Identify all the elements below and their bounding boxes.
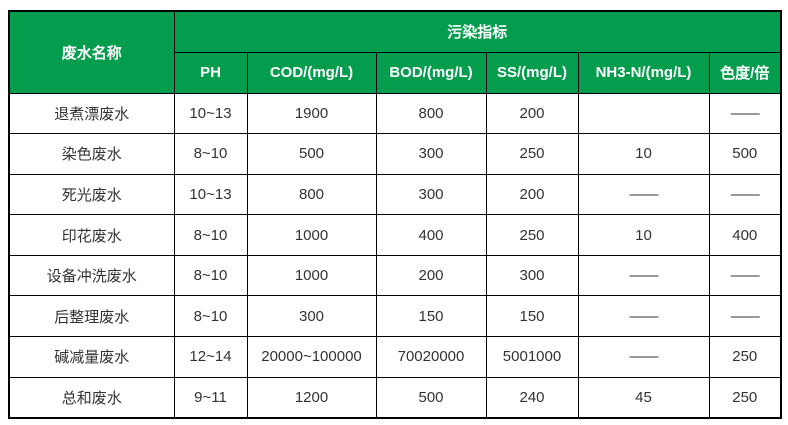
table-cell: 1200 xyxy=(246,376,377,419)
row-header-wastewater-name: 染色废水 xyxy=(8,133,175,175)
table-cell: 45 xyxy=(577,376,710,419)
column-header-nh3n: NH3-N/(mg/L) xyxy=(577,51,710,94)
table-cell: —— xyxy=(577,173,710,216)
table-cell: 200 xyxy=(375,254,487,297)
row-header-wastewater-name: 退煮漂废水 xyxy=(8,92,175,135)
column-header-cod: COD/(mg/L) xyxy=(246,51,377,94)
row-header-wastewater-name: 设备冲洗废水 xyxy=(8,254,175,297)
table-cell: 1000 xyxy=(246,214,377,256)
table-cell: 70020000 xyxy=(375,336,487,378)
table-cell: 150 xyxy=(375,295,487,338)
table-cell: 20000~100000 xyxy=(246,336,377,378)
table-cell: 8~10 xyxy=(173,133,248,175)
table-cell: 250 xyxy=(485,214,579,256)
table-cell: 400 xyxy=(708,214,782,256)
table-cell: —— xyxy=(708,92,782,135)
table-row: 染色废水 8~10 500 300 250 10 500 xyxy=(8,133,782,175)
table-cell: 1900 xyxy=(246,92,377,135)
table-row: 印花废水 8~10 1000 400 250 10 400 xyxy=(8,214,782,256)
table-cell: 200 xyxy=(485,92,579,135)
table-cell: 5001000 xyxy=(485,336,579,378)
table-cell: 10 xyxy=(577,214,710,256)
table-cell: 9~11 xyxy=(173,376,248,419)
table-cell: —— xyxy=(577,336,710,378)
row-header-wastewater-name: 总和废水 xyxy=(8,376,175,419)
row-header-wastewater-name: 碱减量废水 xyxy=(8,336,175,378)
wastewater-indicators-table: 废水名称 污染指标 PH COD/(mg/L) BOD/(mg/L) SS/(m… xyxy=(8,10,783,419)
table-row: 死光废水 10~13 800 300 200 —— —— xyxy=(8,173,782,216)
table-cell: 8~10 xyxy=(173,214,248,256)
table-cell: 1000 xyxy=(246,254,377,297)
table-cell: 12~14 xyxy=(173,336,248,378)
table-cell: —— xyxy=(708,295,782,338)
column-header-row: PH COD/(mg/L) BOD/(mg/L) SS/(mg/L) NH3-N… xyxy=(9,51,782,94)
table-cell: 500 xyxy=(375,376,487,419)
column-header-ph: PH xyxy=(173,51,248,94)
table-cell: 240 xyxy=(485,376,579,419)
table-cell: 10~13 xyxy=(173,173,248,216)
table-cell: 8~10 xyxy=(173,254,248,297)
table-cell: 250 xyxy=(485,133,579,175)
table-cell: —— xyxy=(577,295,710,338)
table-body: 退煮漂废水 10~13 1900 800 200 —— 染色废水 8~10 500 300 250 1… xyxy=(8,92,782,419)
table-row: 退煮漂废水 10~13 1900 800 200 —— xyxy=(8,92,782,135)
corner-header-wastewater-name: 废水名称 xyxy=(8,10,175,94)
group-header-pollution-indicators: 污染指标 xyxy=(173,10,782,53)
table-cell: 150 xyxy=(485,295,579,338)
table-row: 总和废水 9~11 1200 500 240 45 250 xyxy=(8,376,782,419)
group-header-row: 废水名称 污染指标 xyxy=(8,10,782,94)
row-header-wastewater-name: 死光废水 xyxy=(8,173,175,216)
table-cell: 800 xyxy=(375,92,487,135)
column-header-chroma: 色度/倍 xyxy=(708,51,782,94)
table-cell: —— xyxy=(708,254,782,297)
table-cell: 250 xyxy=(708,376,782,419)
table-header: 废水名称 污染指标 PH COD/(mg/L) BOD/(mg/L) SS/(m… xyxy=(8,10,782,94)
table-cell xyxy=(577,92,710,135)
table-cell: 500 xyxy=(708,133,782,175)
table-cell: 8~10 xyxy=(173,295,248,338)
row-header-wastewater-name: 印花废水 xyxy=(8,214,175,256)
row-header-wastewater-name: 后整理废水 xyxy=(8,295,175,338)
table-cell: —— xyxy=(577,254,710,297)
table-cell: 10 xyxy=(577,133,710,175)
table-row: 设备冲洗废水 8~10 1000 200 300 —— —— xyxy=(8,254,782,297)
table-cell: 200 xyxy=(485,173,579,216)
table-cell: 250 xyxy=(708,336,782,378)
table-cell: 300 xyxy=(375,133,487,175)
table-row: 后整理废水 8~10 300 150 150 —— —— xyxy=(8,295,782,338)
column-header-bod: BOD/(mg/L) xyxy=(375,51,487,94)
table-cell: 400 xyxy=(375,214,487,256)
column-header-ss: SS/(mg/L) xyxy=(485,51,579,94)
table-cell: 10~13 xyxy=(173,92,248,135)
table-cell: —— xyxy=(708,173,782,216)
table-row: 碱减量废水 12~14 20000~100000 70020000 5001000 —— 2… xyxy=(8,336,782,378)
table-cell: 300 xyxy=(485,254,579,297)
table-cell: 800 xyxy=(246,173,377,216)
table-cell: 300 xyxy=(246,295,377,338)
table-cell: 300 xyxy=(375,173,487,216)
table-cell: 500 xyxy=(246,133,377,175)
